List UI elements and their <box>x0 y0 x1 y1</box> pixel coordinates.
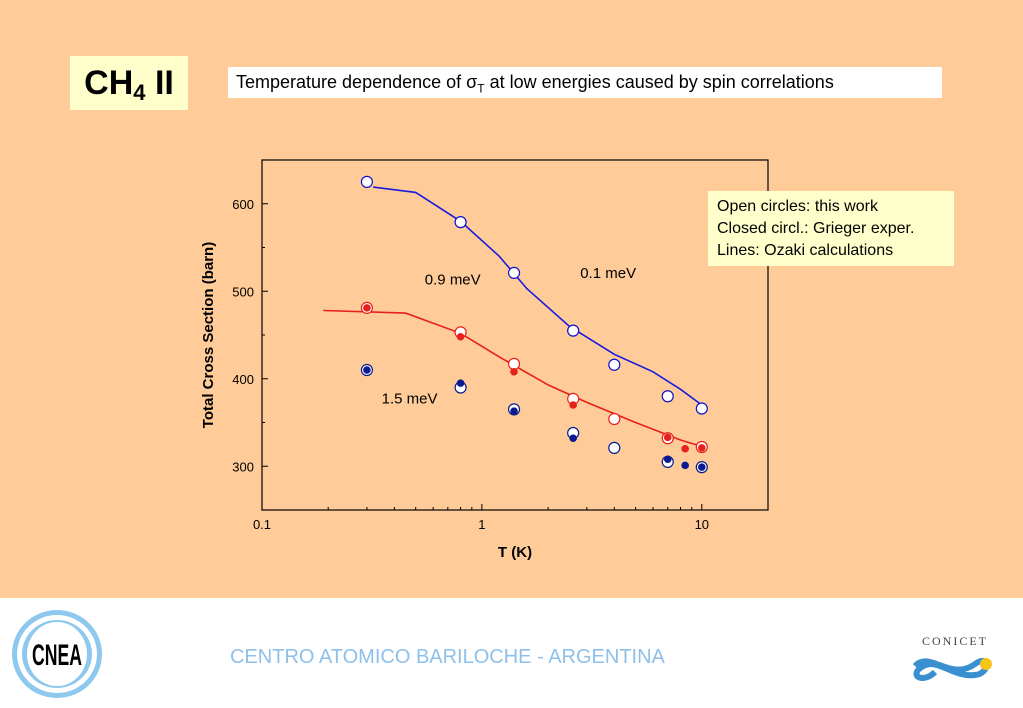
closed-circle-point <box>363 366 371 374</box>
y-tick-label: 600 <box>232 197 254 212</box>
open-circle-point <box>507 266 521 279</box>
slide-title: CH4 II <box>70 56 188 110</box>
calc-line <box>323 309 707 449</box>
legend-line: Closed circl.: Grieger exper. <box>717 220 915 237</box>
y-tick-label: 300 <box>232 459 254 474</box>
curve-label: 0.1 meV <box>580 265 636 282</box>
open-circle-point <box>567 324 580 337</box>
conicet-logo: CONICET <box>912 634 992 681</box>
closed-circle-point <box>456 332 465 341</box>
curve-label: 0.9 meV <box>425 271 481 288</box>
svg-text:CONICET: CONICET <box>922 634 988 648</box>
x-tick-label: 1 <box>478 517 485 532</box>
closed-circle-point <box>363 304 371 312</box>
open-circle-point <box>608 441 621 454</box>
closed-circle-point <box>663 433 672 442</box>
x-tick-label: 10 <box>695 517 709 532</box>
closed-circle-point <box>510 407 518 415</box>
title-suffix: II <box>145 64 174 102</box>
closed-circle-point <box>698 463 706 471</box>
closed-circle-point <box>510 367 518 376</box>
footer: CNEA CONICET CENTRO ATOMICO BARILOCHE - … <box>0 598 1023 708</box>
open-circle-point <box>608 358 621 371</box>
closed-circle-point <box>569 434 577 443</box>
calc-line <box>373 186 703 406</box>
logos: CNEA CONICET <box>12 610 992 698</box>
slide-subtitle: Temperature dependence of σT at low ener… <box>228 67 942 98</box>
open-circle-point <box>360 175 374 188</box>
legend-box: Open circles: this work Closed circl.: G… <box>708 191 954 266</box>
open-circle-point <box>695 402 708 415</box>
curve-label: 1.5 meV <box>382 390 438 407</box>
title-text: CH <box>84 64 134 102</box>
open-circle-point <box>608 412 621 426</box>
open-circle-point <box>661 390 674 403</box>
closed-circle-point <box>569 401 577 409</box>
closed-circle-point <box>681 461 689 470</box>
y-tick-label: 500 <box>232 284 254 299</box>
plot-frame <box>261 159 769 511</box>
open-circle-point <box>454 216 467 229</box>
subtitle-text-end: at low energies caused by spin correlati… <box>484 72 834 92</box>
y-axis-label: Total Cross Section (barn) <box>200 242 217 428</box>
x-tick-label: 0.1 <box>253 517 271 532</box>
legend-line: Open circles: this work <box>717 198 878 215</box>
title-subscript: 4 <box>133 80 146 105</box>
footer-text: CENTRO ATOMICO BARILOCHE - ARGENTINA <box>230 646 665 668</box>
svg-text:CNEA: CNEA <box>32 639 82 672</box>
slide-background: CH4 II Temperature dependence of σT at l… <box>0 0 1023 598</box>
cnea-logo: CNEA <box>12 610 102 698</box>
legend-line: Lines: Ozaki calculations <box>717 242 894 259</box>
subtitle-subscript: T <box>477 81 485 96</box>
subtitle-text: Temperature dependence of σ <box>236 72 478 92</box>
closed-circle-point <box>663 455 672 464</box>
closed-circle-point <box>698 444 706 452</box>
open-circle-point <box>507 357 521 370</box>
chart: 300 400 500 600 0.1 1 10 T (K) Total Cross Secti… <box>200 159 769 561</box>
closed-circle-point <box>681 444 689 453</box>
x-axis-label: T (K) <box>498 544 532 561</box>
closed-circle-point <box>456 379 465 387</box>
y-tick-label: 400 <box>232 372 254 387</box>
